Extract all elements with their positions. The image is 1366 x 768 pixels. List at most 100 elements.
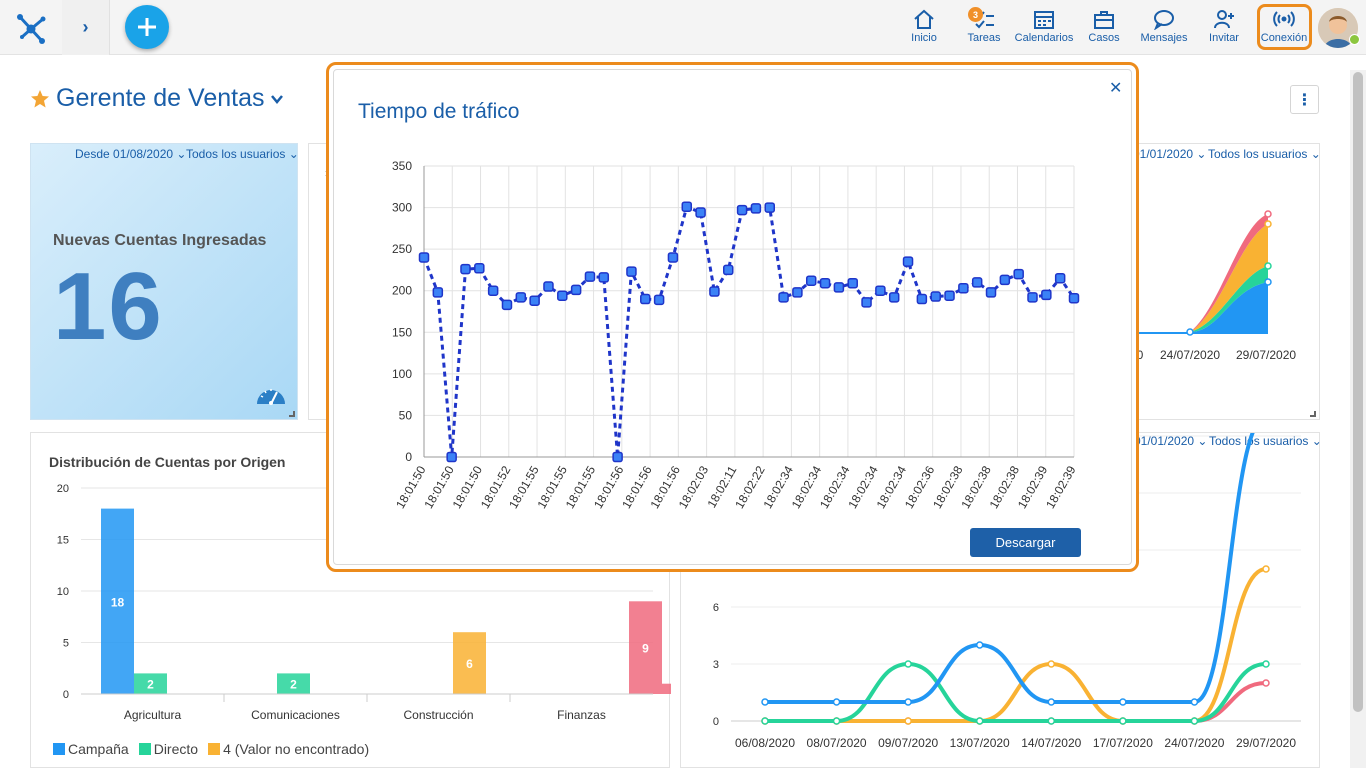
bar-value-label: 2 bbox=[290, 678, 297, 692]
traffic-data-point bbox=[888, 292, 900, 303]
connection-highlight bbox=[1257, 4, 1312, 50]
trend-data-point bbox=[1047, 698, 1056, 706]
y-tick-label: 250 bbox=[392, 242, 412, 256]
y-tick-label: 3 bbox=[713, 659, 719, 671]
users-filter[interactable]: Todos los usuarios ⌄ bbox=[186, 147, 299, 161]
y-tick-label: 10 bbox=[57, 586, 69, 598]
traffic-data-point bbox=[902, 256, 914, 267]
resize-handle[interactable] bbox=[1310, 411, 1316, 417]
traffic-data-point bbox=[557, 290, 568, 301]
trend-data-point bbox=[1262, 565, 1270, 573]
scrollbar-thumb[interactable] bbox=[1353, 72, 1363, 712]
y-tick-label: 200 bbox=[392, 284, 412, 298]
add-user-icon bbox=[1214, 10, 1234, 29]
legend-item-valor-no-encontrado[interactable]: 4 (Valor no encontrado) bbox=[208, 741, 369, 757]
nav-mensajes[interactable]: Mensajes bbox=[1138, 8, 1190, 48]
area-point bbox=[1264, 220, 1272, 228]
trend-data-point bbox=[761, 717, 769, 725]
traffic-data-point bbox=[833, 282, 845, 293]
traffic-data-point bbox=[861, 297, 872, 308]
x-tick-label: 24/07/2020 bbox=[1164, 736, 1224, 750]
traffic-data-point bbox=[626, 266, 637, 277]
x-category-label: Agricultura bbox=[124, 708, 182, 722]
trend-data-point bbox=[1047, 660, 1056, 668]
page-options-button[interactable]: ⋮ bbox=[1290, 85, 1319, 114]
date-filter[interactable]: Desde 01/08/2020 ⌄ bbox=[75, 147, 187, 161]
legend-item-campana[interactable]: Campaña bbox=[53, 741, 129, 757]
modal-body: Tiempo de tráfico ✕ 0 50 100 150 200 250 300 35… bbox=[333, 69, 1132, 565]
traffic-data-point bbox=[681, 201, 693, 212]
nav-calendarios[interactable]: Calendarios bbox=[1014, 8, 1074, 48]
close-icon[interactable]: ✕ bbox=[1109, 80, 1123, 97]
nav-label: Conexión bbox=[1260, 32, 1308, 44]
nav-tareas[interactable]: Tareas 3 bbox=[964, 7, 1004, 48]
x-tick-label: 17/07/2020 bbox=[1093, 736, 1153, 750]
area-series-orange bbox=[1190, 224, 1268, 332]
nav-label: Tareas bbox=[967, 32, 1001, 44]
date-filter[interactable]: 01/01/2020 ⌄ bbox=[1134, 434, 1208, 448]
trend-data-point bbox=[1119, 717, 1127, 725]
trend-data-point bbox=[904, 717, 912, 725]
traffic-data-point bbox=[1041, 289, 1052, 301]
traffic-data-point bbox=[971, 277, 983, 288]
x-tick-label: 14/07/2020 bbox=[1021, 736, 1081, 750]
download-button[interactable]: Descargar bbox=[970, 528, 1081, 557]
nav-invitar[interactable]: Invitar bbox=[1204, 8, 1244, 48]
legend-swatch bbox=[53, 743, 65, 755]
distribution-bar-chart: 0 5 10 15 20 Agricultura 18 2 Comunicaciones 2 Con… bbox=[57, 483, 671, 722]
users-filter[interactable]: Todos los usuarios ⌄ bbox=[1209, 434, 1322, 448]
users-filter[interactable]: Todos los usuarios ⌄ bbox=[1208, 147, 1321, 161]
accounts-area-widget: 01/01/2020 ⌄ Todos los usuarios ⌄ 20 24/… bbox=[1130, 143, 1321, 420]
nav-label: Mensajes bbox=[1140, 32, 1188, 44]
date-filter-label: Desde 01/08/2020 bbox=[75, 147, 174, 161]
bar-value-label: 9 bbox=[642, 642, 649, 656]
expand-menu-button[interactable]: › bbox=[62, 0, 110, 55]
nav-conexion[interactable]: Conexión bbox=[1259, 8, 1309, 48]
traffic-data-point bbox=[792, 287, 803, 298]
trend-data-point bbox=[1190, 717, 1199, 725]
y-tick-label: 0 bbox=[405, 450, 412, 464]
x-tick-label: 24/07/2020 bbox=[1160, 348, 1220, 362]
nav-label: Invitar bbox=[1209, 32, 1239, 44]
tasks-count-badge: 3 bbox=[968, 7, 983, 22]
traffic-data-point bbox=[543, 281, 554, 292]
traffic-data-point bbox=[474, 263, 485, 274]
nav-casos[interactable]: Casos bbox=[1086, 8, 1122, 48]
date-filter[interactable]: 01/01/2020 ⌄ bbox=[1133, 147, 1207, 161]
traffic-data-point bbox=[446, 451, 457, 463]
add-button[interactable] bbox=[125, 5, 169, 49]
bar-value-label: 2 bbox=[147, 678, 154, 692]
y-tick-label: 350 bbox=[392, 159, 412, 173]
trend-data-point bbox=[761, 698, 769, 706]
chart-legend: Campaña Directo 4 (Valor no encontrado) bbox=[53, 741, 369, 757]
resize-handle[interactable] bbox=[289, 411, 295, 417]
bar-value-label: 18 bbox=[111, 595, 125, 609]
traffic-data-point bbox=[1013, 268, 1024, 280]
traffic-data-point bbox=[985, 287, 997, 298]
area-series-green bbox=[1190, 266, 1268, 332]
bar bbox=[277, 673, 310, 694]
x-category-label: Construcción bbox=[403, 708, 473, 722]
legend-swatch bbox=[138, 743, 151, 755]
traffic-data-point bbox=[695, 207, 706, 218]
traffic-line-chart: 05010015020025030035018:01:5018:01:5018:… bbox=[392, 159, 1080, 511]
trend-data-point bbox=[904, 698, 912, 706]
app-logo[interactable] bbox=[0, 0, 62, 55]
nav-inicio[interactable]: Inicio bbox=[904, 8, 944, 48]
y-tick-label: 0 bbox=[63, 689, 69, 701]
page-title[interactable]: Gerente de Ventas bbox=[30, 84, 284, 113]
avatar[interactable] bbox=[1318, 8, 1358, 48]
widget-title: Distribución de Cuentas por Origen bbox=[49, 454, 286, 470]
y-tick-label: 300 bbox=[392, 201, 412, 215]
traffic-data-point bbox=[570, 284, 582, 296]
area-point bbox=[1264, 262, 1272, 270]
traffic-data-point bbox=[1054, 272, 1066, 284]
modal-title: Tiempo de tráfico bbox=[358, 100, 520, 123]
legend-item-directo[interactable]: Directo bbox=[138, 741, 198, 757]
y-tick-label: 20 bbox=[57, 483, 69, 495]
page-title-text: Gerente de Ventas bbox=[56, 84, 265, 112]
trend-series-line bbox=[765, 433, 1255, 704]
traffic-data-point bbox=[819, 277, 831, 289]
y-tick-label: 0 bbox=[713, 716, 719, 728]
chat-icon bbox=[1154, 10, 1174, 30]
